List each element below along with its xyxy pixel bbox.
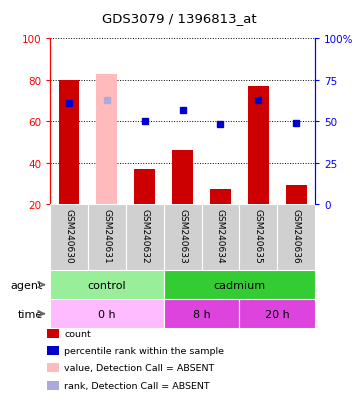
Text: GSM240633: GSM240633 — [178, 209, 187, 263]
Bar — [59, 81, 79, 204]
Text: GSM240630: GSM240630 — [64, 209, 73, 263]
Text: time: time — [18, 309, 43, 319]
Bar — [240, 299, 315, 328]
Text: GDS3079 / 1396813_at: GDS3079 / 1396813_at — [102, 12, 256, 25]
Bar — [164, 204, 202, 271]
Bar — [50, 204, 88, 271]
Text: GSM240632: GSM240632 — [140, 209, 149, 263]
Bar — [164, 299, 240, 328]
Bar — [134, 169, 155, 204]
Bar — [50, 299, 164, 328]
Text: GSM240635: GSM240635 — [254, 209, 263, 263]
Text: 20 h: 20 h — [265, 309, 290, 319]
Bar — [88, 204, 126, 271]
Text: 0 h: 0 h — [98, 309, 116, 319]
Bar — [50, 271, 164, 299]
Bar — [248, 87, 268, 204]
Text: GSM240631: GSM240631 — [102, 209, 111, 263]
Bar — [277, 204, 315, 271]
Text: count: count — [64, 329, 91, 338]
Text: rank, Detection Call = ABSENT: rank, Detection Call = ABSENT — [64, 381, 210, 390]
Bar — [210, 190, 231, 204]
Text: percentile rank within the sample: percentile rank within the sample — [64, 346, 224, 355]
Text: cadmium: cadmium — [213, 280, 265, 290]
Text: 8 h: 8 h — [193, 309, 211, 319]
Text: GSM240634: GSM240634 — [216, 209, 225, 263]
Text: value, Detection Call = ABSENT: value, Detection Call = ABSENT — [64, 363, 215, 373]
Text: control: control — [88, 280, 126, 290]
Text: GSM240636: GSM240636 — [292, 209, 301, 263]
Bar — [286, 186, 306, 204]
Text: agent: agent — [11, 280, 43, 290]
Bar — [97, 74, 117, 204]
Bar — [126, 204, 164, 271]
Bar — [202, 204, 240, 271]
Bar — [172, 151, 193, 204]
Bar — [164, 271, 315, 299]
Bar — [240, 204, 277, 271]
